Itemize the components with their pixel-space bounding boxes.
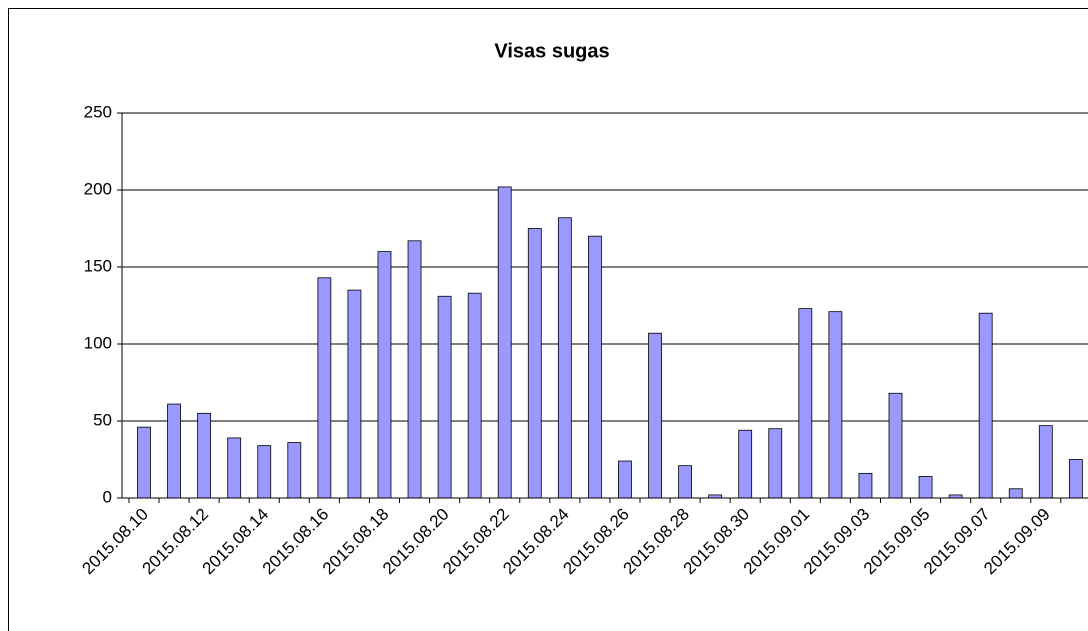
y-tick-label: 100 [84,333,112,352]
bar [1008,488,1023,499]
bar [1038,425,1053,499]
y-tick-label: 50 [93,410,112,429]
bar [557,217,572,499]
bar [618,460,632,499]
bar [167,403,181,499]
y-tick-label: 150 [84,256,112,275]
y-tick-label: 200 [84,179,112,198]
bar [377,251,392,499]
bar [768,428,783,499]
bar [437,295,452,499]
bar [978,312,993,499]
bar [257,445,272,499]
bar [497,186,512,499]
bar [888,392,903,499]
bar [527,228,542,499]
bar [467,292,482,499]
y-tick-label: 250 [84,102,112,121]
bar [137,426,151,499]
bar [678,465,692,499]
bar [858,472,873,499]
bar [738,429,753,499]
bar [197,412,212,499]
bar [347,289,362,499]
bar [588,235,602,499]
bar [407,240,422,499]
bar [918,476,933,499]
bar [828,311,843,499]
bar [798,308,813,499]
bar [648,332,662,499]
bar [1068,459,1083,499]
bar [317,277,332,499]
bar [287,442,302,499]
chart-title: Visas sugas [494,40,609,62]
bar [227,437,242,499]
y-tick-label: 0 [103,487,112,506]
chart-frame [8,8,1088,631]
